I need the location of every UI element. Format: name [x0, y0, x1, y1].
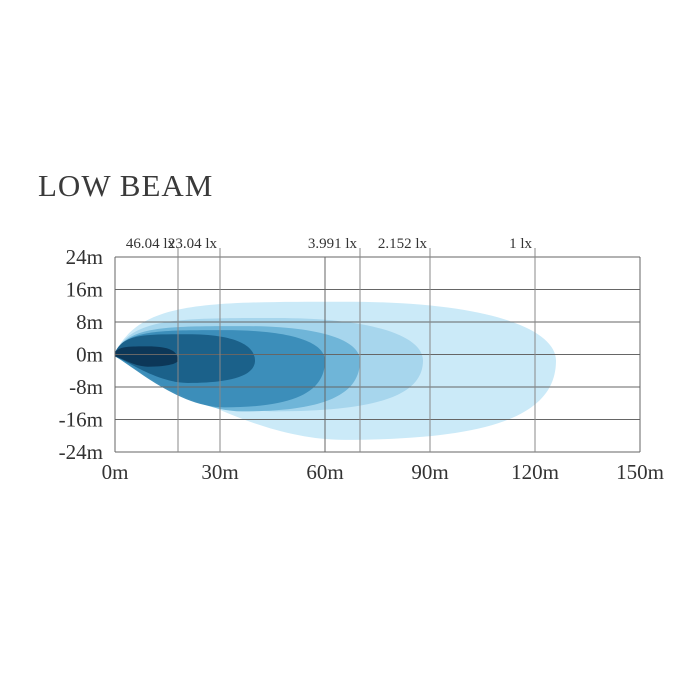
- lux-label: 2.152 lx: [378, 236, 428, 252]
- x-tick-labels: 0m 30m 60m 90m 120m 150m: [102, 460, 664, 484]
- x-tick-label: 150m: [616, 460, 664, 484]
- y-tick-labels: 24m 16m 8m 0m -8m -16m -24m: [59, 245, 103, 464]
- x-tick-label: 90m: [411, 460, 448, 484]
- y-tick-label: -8m: [69, 375, 103, 399]
- x-tick-label: 120m: [511, 460, 559, 484]
- lux-label: 23.04 lx: [168, 236, 218, 252]
- x-tick-label: 30m: [201, 460, 238, 484]
- lux-label: 3.991 lx: [308, 236, 358, 252]
- y-tick-label: 16m: [66, 278, 103, 302]
- x-tick-label: 60m: [306, 460, 343, 484]
- y-tick-label: -24m: [59, 440, 103, 464]
- beam-area-6: [115, 346, 178, 367]
- y-tick-label: 0m: [76, 343, 103, 367]
- chart-title: LOW BEAM: [38, 168, 214, 203]
- lux-label: 1 lx: [509, 236, 532, 252]
- y-tick-label: 8m: [76, 310, 103, 334]
- x-tick-label: 0m: [102, 460, 129, 484]
- y-tick-label: -16m: [59, 408, 103, 432]
- lux-label: 46.04 lx: [126, 236, 176, 252]
- y-tick-label: 24m: [66, 245, 103, 269]
